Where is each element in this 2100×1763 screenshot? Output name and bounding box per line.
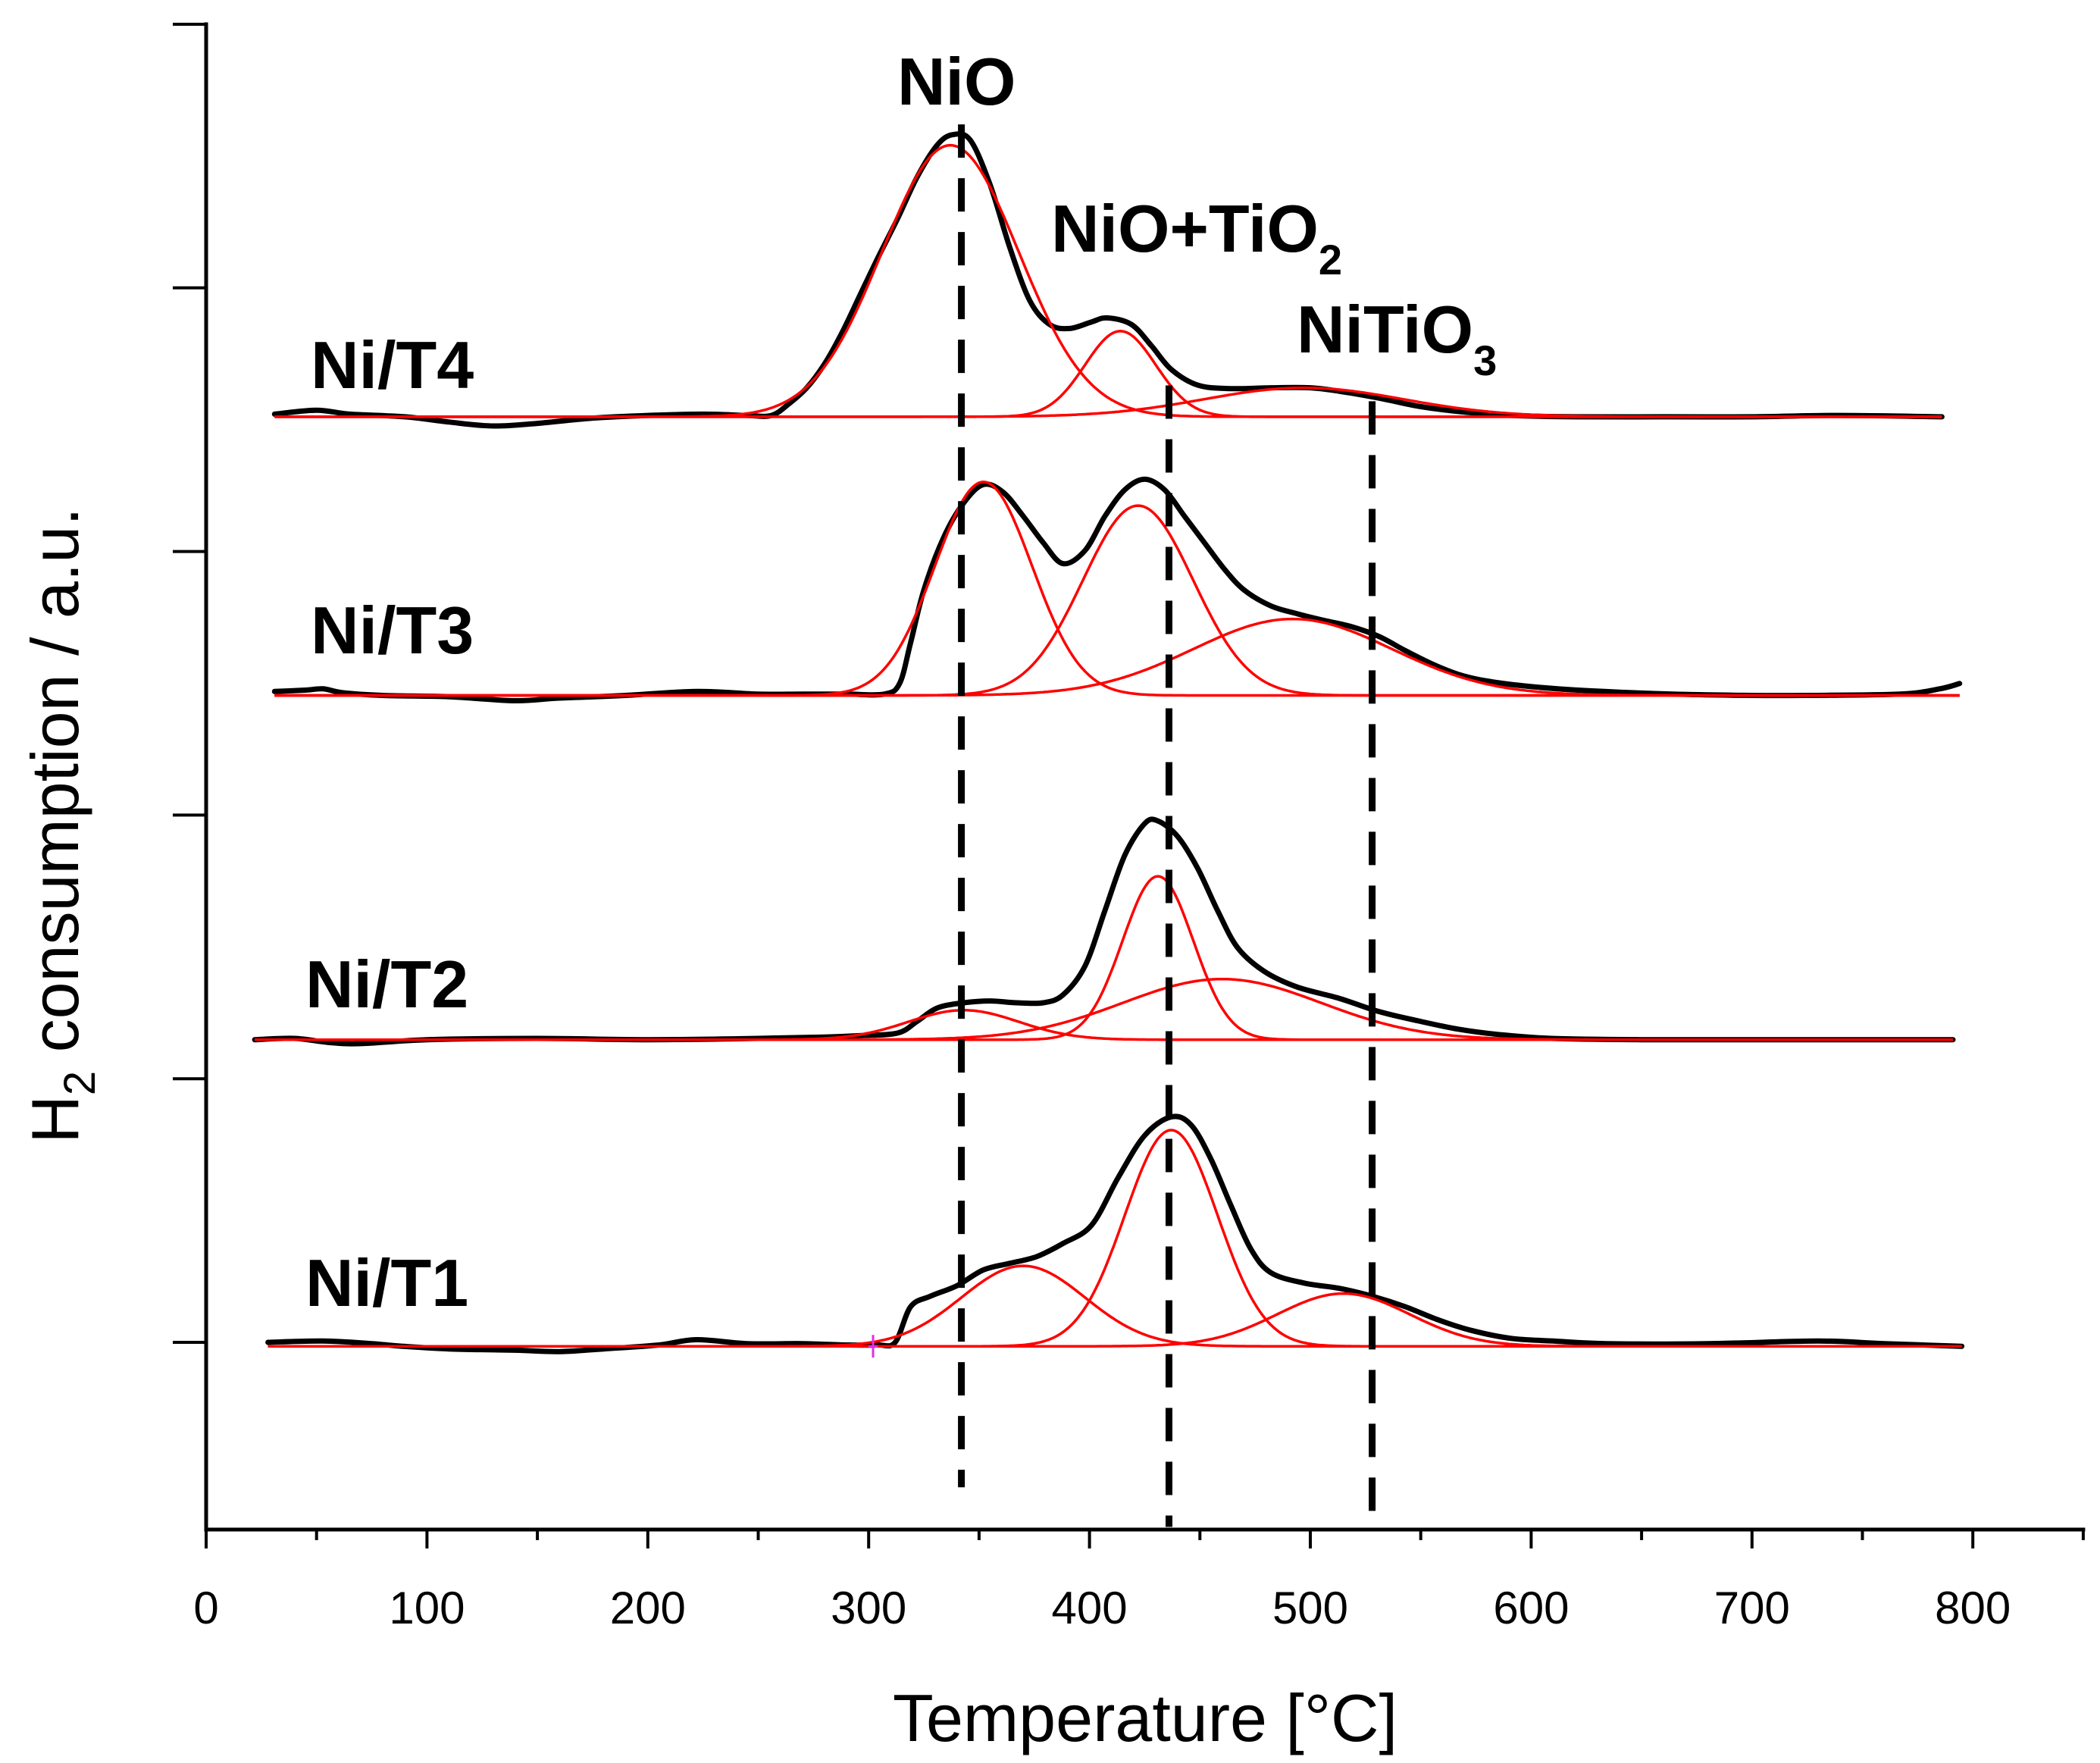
x-tick-label: 100: [389, 1583, 465, 1633]
fit-peak-ni-t4-1: [274, 143, 1942, 418]
fit-peak-ni-t2-3: [255, 977, 1953, 1041]
reference-lines: [958, 124, 1376, 1527]
measured-curve-ni-t3: [271, 476, 1963, 704]
measured-curves: [252, 131, 1965, 1354]
fit-peak-ni-t3-2: [274, 504, 1960, 697]
fit-peak-ni-t1-2: [268, 1129, 1962, 1348]
y-axis-label-main: H: [17, 1095, 92, 1144]
fit-peak-ni-t1-3: [268, 1292, 1962, 1348]
y-axis-label: H2 consumption / a.u.: [17, 507, 105, 1143]
series-label-ni-t2: Ni/T2: [305, 947, 468, 1022]
fit-peak-curves: [255, 143, 1962, 1348]
annotation-nitio3: NiTiO3: [1297, 292, 1497, 384]
x-tick-label: 400: [1052, 1583, 1128, 1633]
x-tick-label: 800: [1935, 1583, 2011, 1633]
x-tick-label: 500: [1272, 1583, 1348, 1633]
x-tick-label: 600: [1493, 1583, 1569, 1633]
fit-peak-ni-t2-2: [255, 875, 1953, 1041]
x-tick-label: 700: [1714, 1583, 1790, 1633]
series-label-ni-t1: Ni/T1: [305, 1245, 468, 1320]
annotation-nio-text: NiO: [897, 44, 1016, 119]
markers: [868, 1335, 878, 1358]
x-axis-label: Temperature [°C]: [893, 1680, 1397, 1755]
fit-peak-ni-t4-3: [274, 386, 1942, 418]
annotation-nio-tio2-text: NiO+TiO: [1051, 191, 1319, 266]
annotation-nio-tio2-subscript: 2: [1319, 236, 1342, 283]
axes: 0 100 200 300 400 500 600 700 800: [173, 22, 2086, 1633]
annotation-nio-tio2: NiO+TiO2: [1051, 191, 1342, 283]
measured-curve-ni-t1: [265, 1113, 1965, 1354]
fit-peak-ni-t3-3: [274, 617, 1960, 697]
annotation-nitio3-text: NiTiO: [1297, 292, 1473, 367]
series-label-ni-t4: Ni/T4: [311, 327, 474, 402]
x-tick-label: 0: [193, 1583, 218, 1633]
series-label-ni-t3: Ni/T3: [311, 593, 474, 668]
fit-peak-ni-t4-2: [274, 330, 1942, 418]
y-axis-label-rest: consumption / a.u.: [17, 507, 92, 1071]
fit-peak-ni-t1-1: [268, 1264, 1962, 1348]
x-tick-label: 200: [610, 1583, 686, 1633]
measured-curve-ni-t4: [271, 131, 1945, 429]
x-tick-label: 300: [831, 1583, 906, 1633]
y-axis-label-subscript: 2: [55, 1071, 105, 1095]
fit-peak-ni-t2-1: [255, 1009, 1953, 1041]
annotation-nio: NiO: [897, 44, 1016, 119]
annotation-nitio3-subscript: 3: [1473, 337, 1497, 384]
fit-peak-ni-t3-1: [274, 481, 1960, 697]
